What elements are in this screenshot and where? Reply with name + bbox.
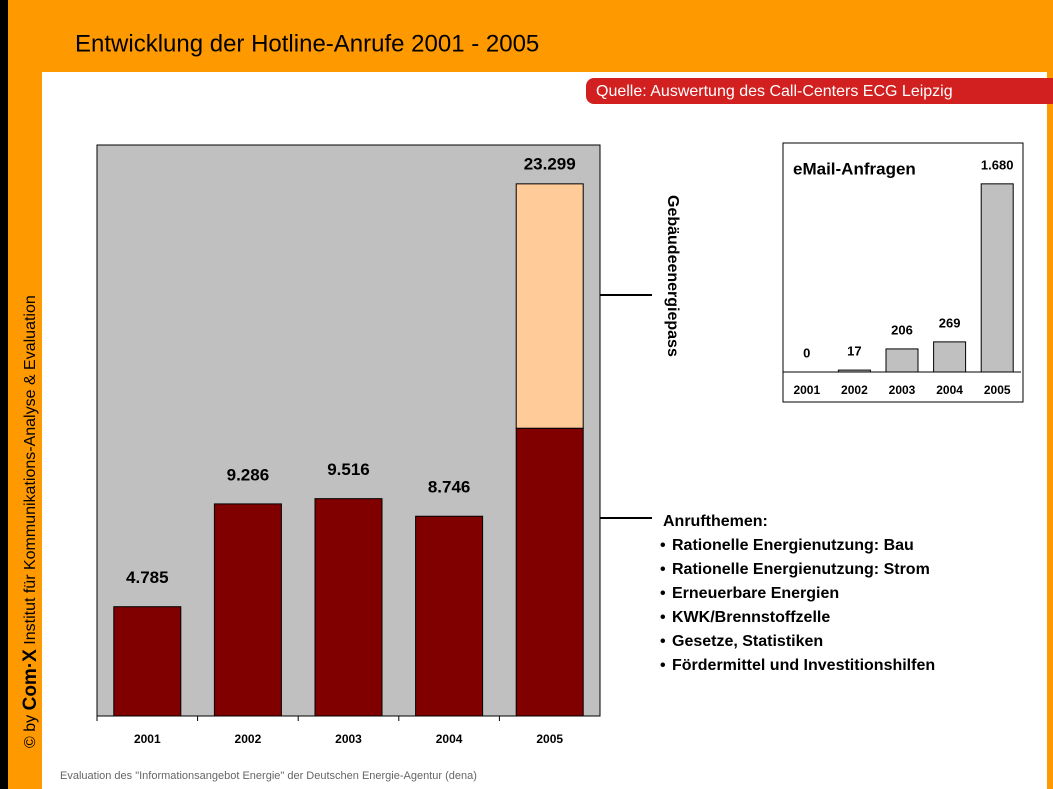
x-tick-label: 2005 <box>984 383 1011 397</box>
bar <box>415 515 484 717</box>
value-label: 9.516 <box>327 460 370 479</box>
series-annotation: Gebäudeenergiepass <box>664 195 681 357</box>
right-edge <box>1047 0 1053 789</box>
sidebar-text: © by Com·X Institut für Kommunikations-A… <box>20 295 41 748</box>
topic: Fördermittel und Investitionshilfen <box>672 657 935 674</box>
x-tick-label: 2002 <box>841 383 868 397</box>
x-tick-label: 2004 <box>436 732 463 746</box>
footer: Evaluation des "Informationsangebot Ener… <box>60 770 477 782</box>
topic: Rationelle Energienutzung: Bau <box>672 537 914 554</box>
total-label: 23.299 <box>524 154 576 173</box>
bar <box>515 427 584 717</box>
bar <box>837 369 871 373</box>
value-label: 1.680 <box>981 157 1014 172</box>
x-tick-label: 2004 <box>936 383 963 397</box>
value-label: 4.785 <box>126 568 169 587</box>
slide-title: Entwicklung der Hotline-Anrufe 2001 - 20… <box>75 30 539 57</box>
topic: Erneuerbare Energien <box>672 585 839 602</box>
series-annotation: Anrufthemen: <box>663 513 768 530</box>
top-band <box>0 0 1053 72</box>
left-edge <box>0 0 8 789</box>
value-label: 17 <box>847 344 861 359</box>
value-label: 269 <box>939 315 961 330</box>
bar <box>980 183 1014 373</box>
x-tick-label: 2005 <box>536 732 563 746</box>
topic: Rationelle Energienutzung: Strom <box>672 561 930 578</box>
bar <box>113 606 182 717</box>
bar <box>314 498 383 717</box>
inset-title: eMail-Anfragen <box>793 159 916 178</box>
source-pill <box>586 78 1053 104</box>
x-tick-label: 2001 <box>793 383 820 397</box>
bar <box>933 341 967 373</box>
x-tick-label: 2003 <box>889 383 916 397</box>
bullet: • <box>660 585 666 602</box>
bullet: • <box>660 537 666 554</box>
value-label: 206 <box>891 322 913 337</box>
x-tick-label: 2002 <box>235 732 262 746</box>
bar <box>515 183 584 429</box>
topic: Gesetze, Statistiken <box>672 633 823 650</box>
copyright: © by <box>22 715 39 748</box>
bullet: • <box>660 657 666 674</box>
source: Quelle: Auswertung des Call-Centers ECG … <box>596 83 953 100</box>
value-label: 9.286 <box>227 465 270 484</box>
x-tick-label: 2001 <box>134 732 161 746</box>
bullet: • <box>660 561 666 578</box>
value-label: 0 <box>803 345 810 360</box>
institute: Institut für Kommunikations-Analyse & Ev… <box>22 295 39 645</box>
bullet: • <box>660 633 666 650</box>
bar <box>213 503 282 717</box>
x-tick-label: 2003 <box>335 732 362 746</box>
bar <box>885 348 919 373</box>
value-label: 8.746 <box>428 478 471 497</box>
logo: Com·X <box>20 649 41 711</box>
topic: KWK/Brennstoffzelle <box>672 609 830 626</box>
bullet: • <box>660 609 666 626</box>
